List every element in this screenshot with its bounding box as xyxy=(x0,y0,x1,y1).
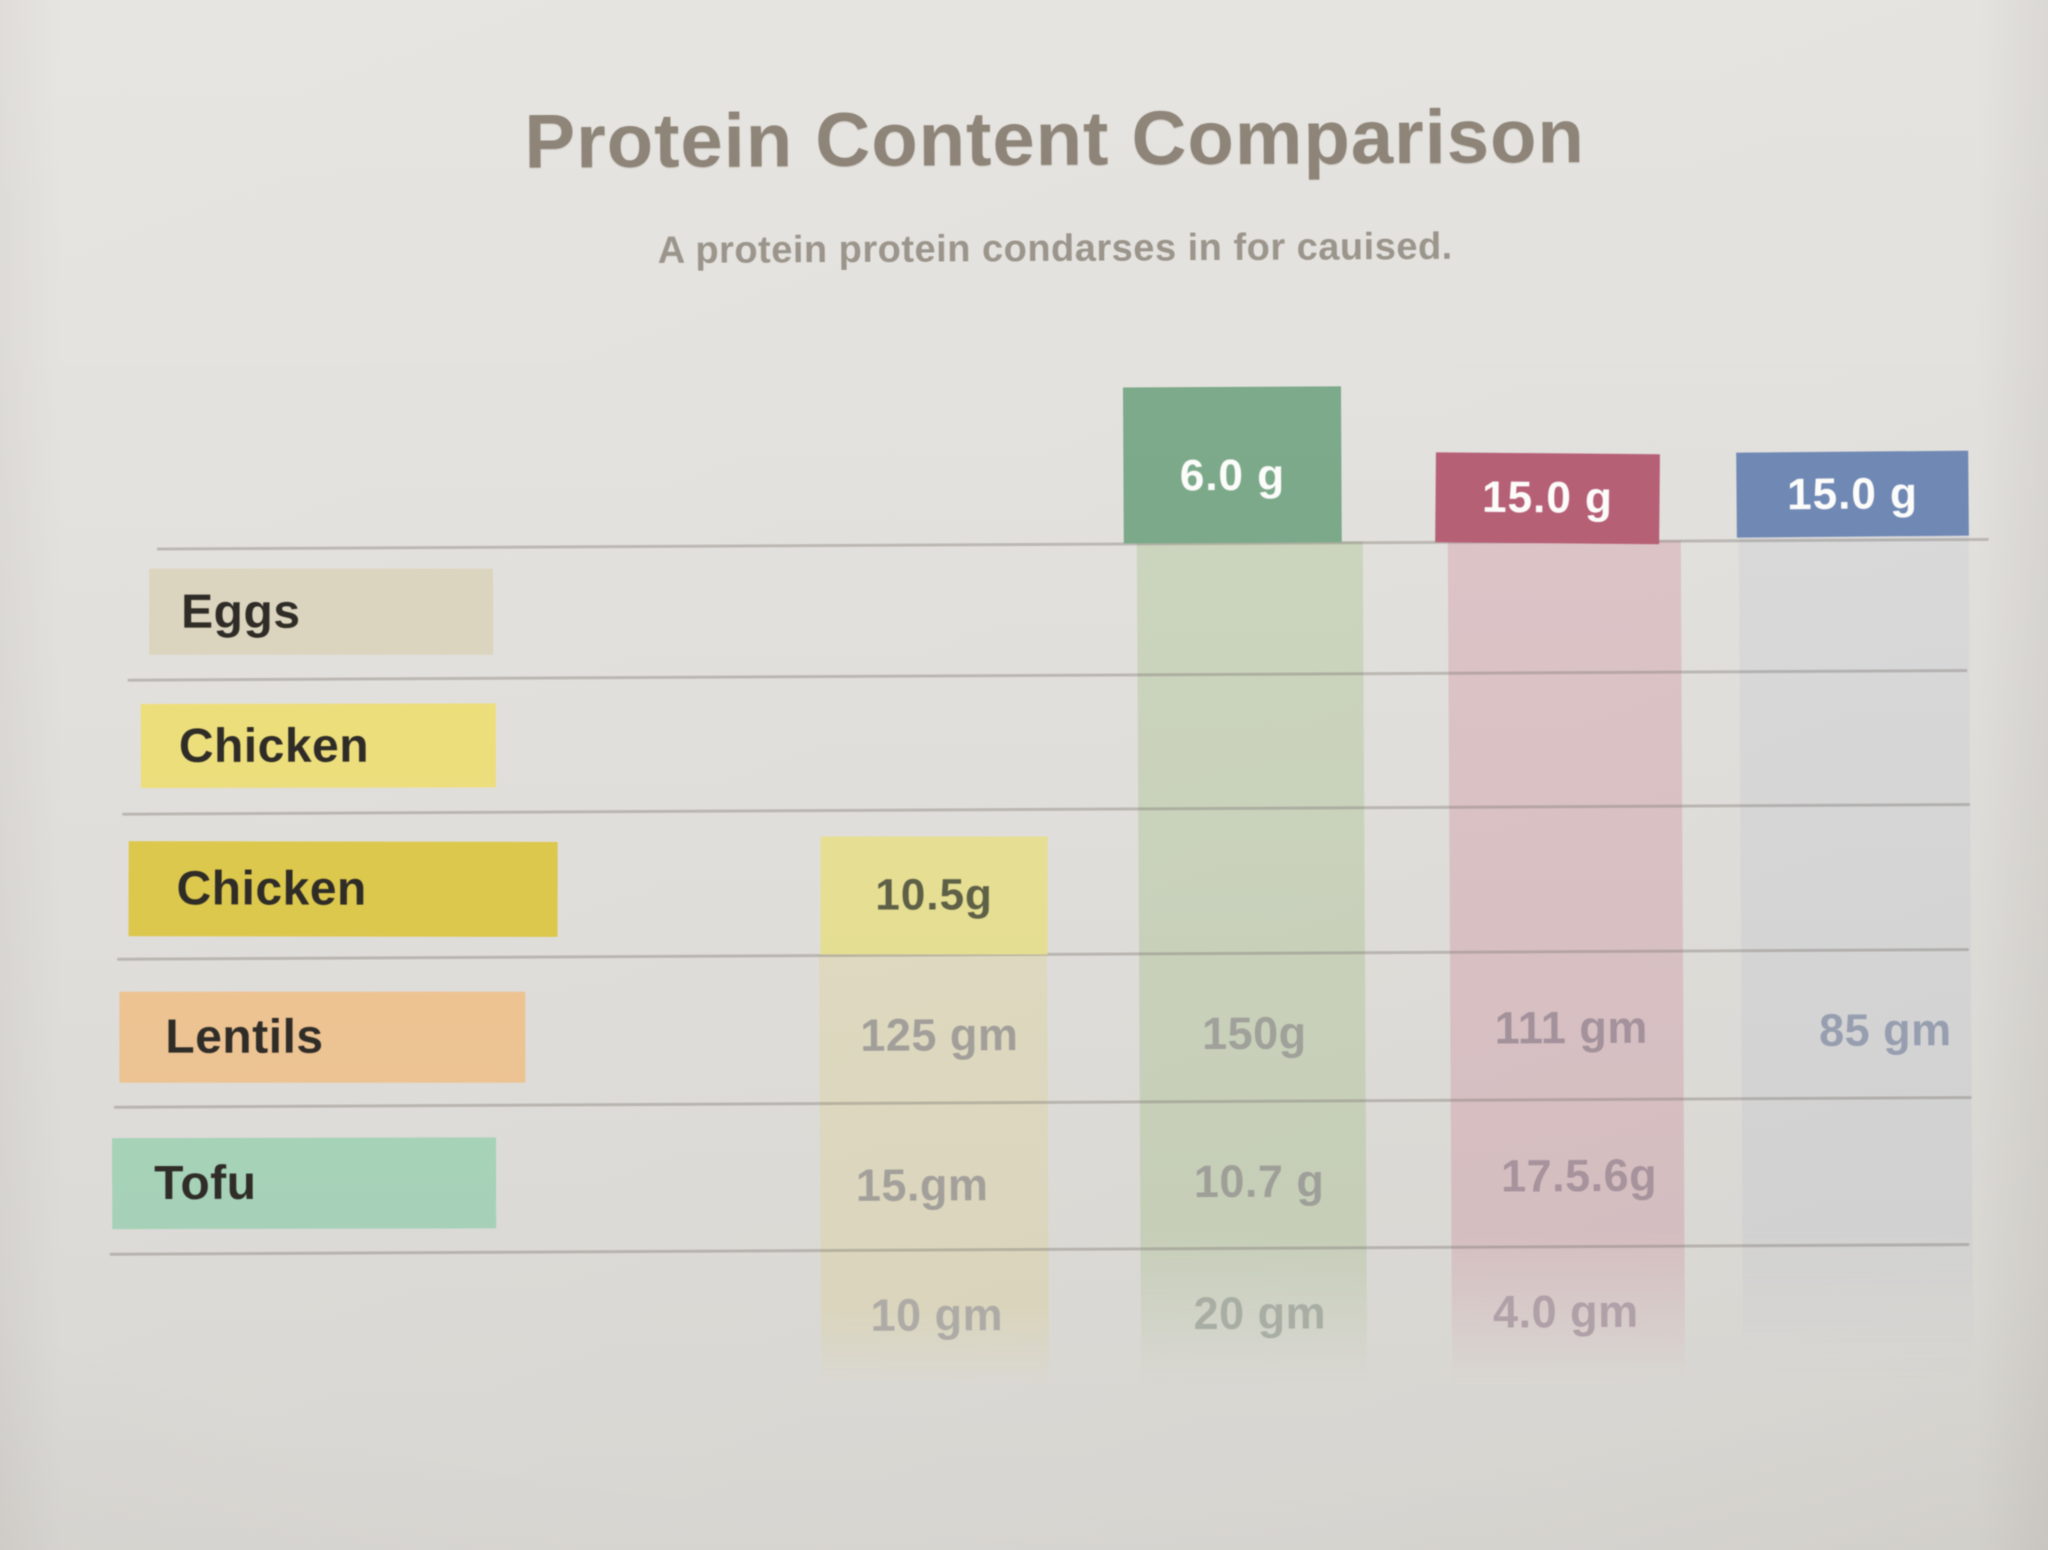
row-label-chicken-gold: Chicken xyxy=(128,841,558,937)
row-label-eggs-text: Eggs xyxy=(181,585,301,639)
cell-r3c2: 20 gm xyxy=(1193,1287,1327,1340)
cell-r1c4: 85 gm xyxy=(1818,1004,1952,1056)
column-shade-blue xyxy=(1738,536,1974,1382)
chart-subtitle: A protein protein condarses in for cauis… xyxy=(657,225,1453,272)
row-label-lentils: Lentils xyxy=(119,991,526,1083)
cell-r1c2: 150g xyxy=(1201,1007,1307,1060)
chart-header: Protein Content Comparison A protein pro… xyxy=(30,0,2048,272)
cell-r2c3: 17.5.6g xyxy=(1500,1149,1658,1202)
cell-r1c3: 111 gm xyxy=(1494,1001,1649,1054)
row-label-chicken-light-text: Chicken xyxy=(178,719,370,773)
cell-r1c1: 125 gm xyxy=(860,1009,1019,1061)
bar-yellow-value: 10.5g xyxy=(875,870,993,920)
gridline-2 xyxy=(127,669,1968,682)
bar-green: 6.0 g xyxy=(1122,386,1342,544)
cell-r3c3: 4.0 gm xyxy=(1492,1285,1639,1338)
bar-blue-value: 15.0 g xyxy=(1786,468,1919,519)
bar-red-value: 15.0 g xyxy=(1481,472,1614,523)
row-label-lentils-text: Lentils xyxy=(165,1010,324,1064)
row-label-tofu-text: Tofu xyxy=(154,1156,257,1211)
row-label-tofu: Tofu xyxy=(112,1137,497,1230)
gridline-1 xyxy=(156,537,1989,551)
row-label-eggs: Eggs xyxy=(149,568,494,655)
cell-r3c1: 10 gm xyxy=(870,1289,1004,1341)
bar-red: 15.0 g xyxy=(1435,452,1660,545)
column-shade-pink xyxy=(1447,540,1686,1383)
bar-green-value: 6.0 g xyxy=(1179,450,1286,501)
bar-yellow: 10.5g xyxy=(820,836,1048,955)
column-shade-green xyxy=(1136,541,1368,1385)
row-label-chicken-gold-text: Chicken xyxy=(176,862,367,916)
row-label-chicken-light: Chicken xyxy=(140,703,496,789)
bar-blue: 15.0 g xyxy=(1736,450,1969,538)
gridline-3 xyxy=(122,803,1971,816)
cell-r2c2: 10.7 g xyxy=(1193,1155,1325,1208)
chart-title: Protein Content Comparison xyxy=(524,94,1586,185)
cell-r2c1: 15.gm xyxy=(855,1159,989,1211)
